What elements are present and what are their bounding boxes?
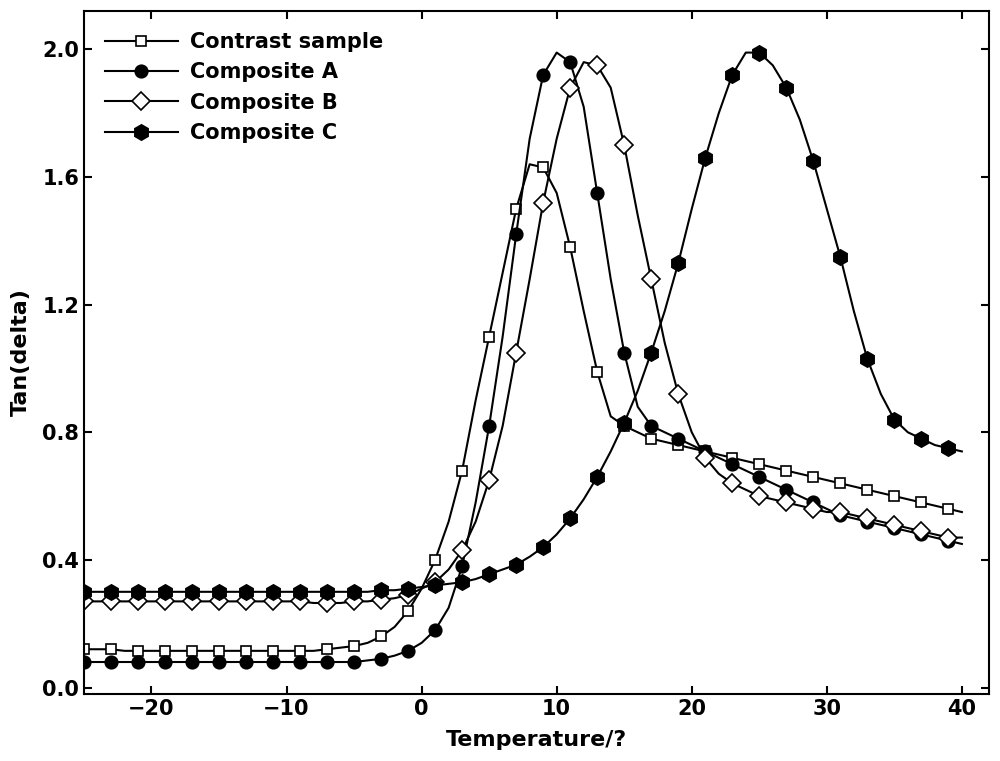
Composite B [145,597,157,606]
Composite C [294,587,306,597]
Contrast sample [78,645,90,654]
Composite B [308,598,320,607]
Contrast sample [956,508,968,517]
Composite A [294,658,306,667]
Line: Composite B: Composite B [78,56,968,610]
Contrast sample [794,470,806,479]
Composite A [78,658,90,667]
Composite A [902,527,914,536]
Composite A [348,658,360,667]
Composite B [956,533,968,542]
Composite C [78,587,90,597]
Composite B [470,517,482,526]
Composite B [794,501,806,510]
Composite A [456,562,468,571]
Composite C [348,587,360,597]
X-axis label: Temperature/?: Temperature/? [446,730,627,750]
Contrast sample [118,646,130,655]
Composite C [145,587,157,597]
Legend: Contrast sample, Composite A, Composite B, Composite C: Contrast sample, Composite A, Composite … [94,21,394,154]
Contrast sample [524,160,536,169]
Composite A [780,486,792,495]
Line: Composite C: Composite C [76,45,970,600]
Contrast sample [308,646,320,655]
Composite C [902,428,914,437]
Y-axis label: Tan(delta): Tan(delta) [11,288,31,416]
Composite C [740,48,752,57]
Composite B [362,597,374,606]
Composite C [456,578,468,587]
Composite B [294,597,306,606]
Composite A [551,48,563,57]
Contrast sample [159,646,171,655]
Composite A [956,540,968,549]
Line: Composite A: Composite A [78,46,968,668]
Composite C [956,447,968,456]
Contrast sample [483,332,495,341]
Composite B [578,58,590,67]
Composite A [145,658,157,667]
Composite B [483,476,495,485]
Composite C [780,83,792,92]
Line: Contrast sample: Contrast sample [79,159,967,656]
Contrast sample [470,396,482,405]
Composite B [78,597,90,606]
Contrast sample [362,638,374,648]
